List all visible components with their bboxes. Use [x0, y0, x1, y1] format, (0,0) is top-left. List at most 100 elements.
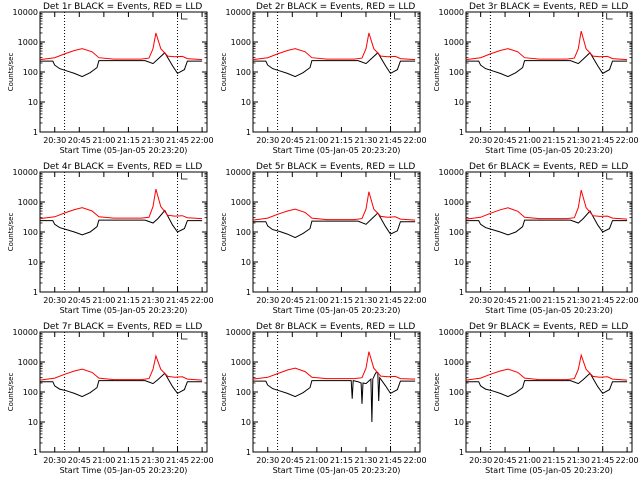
x-tick-label: 20:45	[281, 456, 304, 465]
x-axis-label: Start Time (05-Jan-05 20:23:20)	[60, 466, 188, 475]
x-tick-label: 21:00	[305, 456, 328, 465]
x-tick-label: 21:30	[354, 296, 377, 305]
lld-series-line	[465, 353, 628, 381]
x-tick-label: 22:00	[191, 296, 214, 305]
x-tick-label: 21:15	[117, 296, 140, 305]
detector-panel: Det 3r BLACK = Events, RED = LLD 1 10 100 10…	[433, 2, 639, 155]
y-axis-label: Counts/sec	[220, 373, 228, 412]
x-tick-label: 20:30	[469, 456, 492, 465]
x-tick-label: 21:15	[330, 136, 353, 145]
corner-mark	[394, 13, 401, 20]
y-tick-label: 10	[28, 258, 38, 267]
x-tick-label: 20:30	[256, 296, 279, 305]
lld-series-line	[465, 189, 628, 220]
events-series-line	[40, 372, 203, 398]
lld-series-line	[252, 191, 416, 221]
y-tick-label: 1000	[444, 358, 464, 367]
x-tick-label: 22:00	[616, 296, 639, 305]
panel-title: Det 8r BLACK = Events, RED = LLD	[256, 322, 415, 332]
x-tick-label: 21:45	[591, 136, 614, 145]
x-axis-label: Start Time (05-Jan-05 20:23:20)	[60, 146, 188, 155]
y-tick-label: 10	[454, 418, 464, 427]
events-series-line	[40, 209, 203, 236]
y-tick-label: 1	[246, 448, 251, 457]
x-tick-label: 20:30	[469, 296, 492, 305]
y-axis-label: Counts/sec	[433, 373, 441, 412]
y-tick-label: 10	[28, 98, 38, 107]
y-tick-label: 100	[449, 388, 464, 397]
y-tick-label: 100	[449, 68, 464, 77]
lld-series-line	[39, 354, 203, 381]
panel-title: Det 9r BLACK = Events, RED = LLD	[469, 322, 628, 332]
x-tick-label: 20:30	[43, 136, 66, 145]
x-tick-label: 21:15	[330, 456, 353, 465]
x-axis-label: Start Time (05-Jan-05 20:23:20)	[273, 306, 401, 315]
y-tick-label: 1	[246, 128, 251, 137]
x-tick-label: 21:30	[567, 136, 590, 145]
corner-mark	[181, 13, 188, 20]
y-tick-label: 10	[454, 98, 464, 107]
x-tick-label: 20:45	[68, 136, 91, 145]
x-tick-label: 21:45	[166, 456, 189, 465]
y-tick-label: 1000	[18, 358, 38, 367]
detector-panel: Det 6r BLACK = Events, RED = LLD 1 10 100 10…	[433, 162, 639, 315]
y-tick-label: 1	[459, 288, 464, 297]
x-axis-label: Start Time (05-Jan-05 20:23:20)	[485, 466, 613, 475]
y-tick-label: 1	[459, 128, 464, 137]
corner-mark	[606, 13, 613, 20]
x-tick-label: 20:45	[68, 296, 91, 305]
y-tick-label: 1000	[231, 38, 251, 47]
x-tick-label: 21:00	[92, 296, 115, 305]
y-tick-label: 100	[236, 228, 251, 237]
y-tick-label: 10000	[439, 8, 464, 17]
x-tick-label: 21:00	[518, 296, 541, 305]
detector-panel: Det 2r BLACK = Events, RED = LLD 1 10 100 10…	[220, 2, 427, 155]
corner-mark	[606, 333, 613, 340]
y-tick-label: 100	[236, 388, 251, 397]
y-tick-label: 1	[33, 448, 38, 457]
x-tick-label: 22:00	[616, 456, 639, 465]
y-axis-label: Counts/sec	[220, 213, 228, 252]
panel-title: Det 1r BLACK = Events, RED = LLD	[43, 2, 202, 12]
y-tick-label: 1	[33, 288, 38, 297]
x-tick-label: 20:30	[469, 136, 492, 145]
y-tick-label: 100	[449, 228, 464, 237]
y-tick-label: 1	[33, 128, 38, 137]
y-tick-label: 10	[241, 98, 251, 107]
x-tick-label: 21:00	[305, 296, 328, 305]
events-series-line	[40, 51, 203, 78]
y-tick-label: 10	[454, 258, 464, 267]
panel-title: Det 6r BLACK = Events, RED = LLD	[469, 162, 628, 172]
y-tick-label: 1000	[18, 38, 38, 47]
x-tick-label: 21:30	[141, 296, 164, 305]
panel-title: Det 7r BLACK = Events, RED = LLD	[43, 322, 202, 332]
panel-title: Det 3r BLACK = Events, RED = LLD	[469, 2, 628, 12]
y-tick-label: 1	[459, 448, 464, 457]
y-axis-label: Counts/sec	[220, 53, 228, 92]
x-tick-label: 21:45	[591, 456, 614, 465]
lld-series-line	[465, 30, 628, 61]
events-series-line	[253, 372, 416, 423]
x-tick-label: 20:45	[494, 456, 517, 465]
detector-panel: Det 7r BLACK = Events, RED = LLD 1 10 100 10…	[7, 322, 214, 475]
x-tick-label: 21:15	[542, 296, 565, 305]
detector-panel: Det 5r BLACK = Events, RED = LLD 1 10 100 10…	[220, 162, 427, 315]
y-tick-label: 10000	[226, 168, 251, 177]
detector-panel: Det 8r BLACK = Events, RED = LLD 1 10 100 10…	[220, 322, 427, 475]
x-tick-label: 21:45	[591, 296, 614, 305]
y-tick-label: 1000	[444, 198, 464, 207]
panel-title: Det 2r BLACK = Events, RED = LLD	[256, 2, 415, 12]
x-axis-label: Start Time (05-Jan-05 20:23:20)	[60, 306, 188, 315]
x-tick-label: 22:00	[404, 136, 427, 145]
lld-series-line	[252, 32, 416, 61]
x-tick-label: 21:00	[92, 456, 115, 465]
y-tick-label: 1000	[231, 358, 251, 367]
x-tick-label: 22:00	[191, 136, 214, 145]
x-tick-label: 21:00	[305, 136, 328, 145]
y-tick-label: 1000	[444, 38, 464, 47]
x-tick-label: 20:45	[494, 136, 517, 145]
x-tick-label: 21:00	[518, 136, 541, 145]
y-tick-label: 10000	[226, 8, 251, 17]
x-tick-label: 22:00	[191, 456, 214, 465]
